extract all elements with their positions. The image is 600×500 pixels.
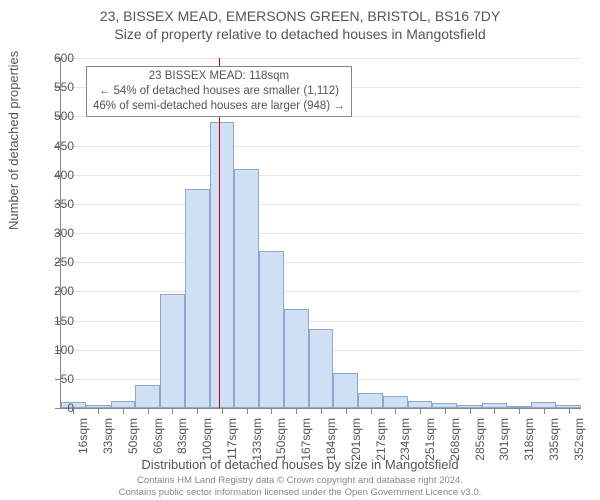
y-tick bbox=[55, 408, 61, 409]
y-axis-label: Number of detached properties bbox=[6, 51, 21, 230]
x-tick-label: 318sqm bbox=[522, 418, 536, 468]
histogram-bar bbox=[259, 251, 284, 409]
x-tick bbox=[470, 408, 471, 414]
y-tick-label: 50 bbox=[61, 372, 74, 386]
x-tick bbox=[445, 408, 446, 414]
x-tick bbox=[395, 408, 396, 414]
x-tick bbox=[569, 408, 570, 414]
x-tick-label: 33sqm bbox=[101, 418, 115, 468]
x-tick bbox=[222, 408, 223, 414]
gridline bbox=[61, 58, 581, 59]
x-tick bbox=[271, 408, 272, 414]
x-tick-label: 234sqm bbox=[398, 418, 412, 468]
histogram-bar bbox=[358, 393, 383, 408]
x-tick-label: 184sqm bbox=[324, 418, 338, 468]
annotation-line2: ← 54% of detached houses are smaller (1,… bbox=[93, 84, 345, 99]
histogram-bar bbox=[111, 401, 136, 408]
title-block: 23, BISSEX MEAD, EMERSONS GREEN, BRISTOL… bbox=[0, 0, 600, 43]
annotation-box: 23 BISSEX MEAD: 118sqm ← 54% of detached… bbox=[86, 66, 352, 117]
footer-line2: Contains public sector information licen… bbox=[0, 487, 600, 498]
x-tick-label: 100sqm bbox=[200, 418, 214, 468]
x-tick-label: 117sqm bbox=[225, 418, 239, 468]
x-tick bbox=[296, 408, 297, 414]
y-tick-label: 550 bbox=[54, 80, 74, 94]
x-tick bbox=[123, 408, 124, 414]
gridline bbox=[61, 291, 581, 292]
annotation-line1: 23 BISSEX MEAD: 118sqm bbox=[93, 69, 345, 84]
x-tick bbox=[247, 408, 248, 414]
chart-container: 23, BISSEX MEAD, EMERSONS GREEN, BRISTOL… bbox=[0, 0, 600, 500]
y-tick-label: 250 bbox=[54, 255, 74, 269]
x-tick-label: 217sqm bbox=[374, 418, 388, 468]
y-tick-label: 0 bbox=[67, 401, 74, 415]
gridline bbox=[61, 233, 581, 234]
y-tick-label: 300 bbox=[54, 226, 74, 240]
x-tick-label: 167sqm bbox=[299, 418, 313, 468]
y-tick-label: 450 bbox=[54, 139, 74, 153]
x-tick bbox=[148, 408, 149, 414]
gridline bbox=[61, 146, 581, 147]
title-subtitle: Size of property relative to detached ho… bbox=[0, 26, 600, 44]
x-tick bbox=[371, 408, 372, 414]
y-tick-label: 100 bbox=[54, 343, 74, 357]
y-tick-label: 350 bbox=[54, 197, 74, 211]
x-tick-label: 301sqm bbox=[497, 418, 511, 468]
histogram-bar bbox=[210, 122, 235, 408]
x-tick-label: 66sqm bbox=[151, 418, 165, 468]
histogram-bar bbox=[383, 396, 408, 408]
histogram-bar bbox=[309, 329, 334, 408]
x-tick-label: 268sqm bbox=[448, 418, 462, 468]
histogram-bar bbox=[284, 309, 309, 408]
gridline bbox=[61, 175, 581, 176]
x-tick bbox=[519, 408, 520, 414]
x-tick-label: 83sqm bbox=[175, 418, 189, 468]
y-tick-label: 200 bbox=[54, 284, 74, 298]
x-tick-label: 16sqm bbox=[76, 418, 90, 468]
x-tick-label: 251sqm bbox=[423, 418, 437, 468]
histogram-bar bbox=[135, 385, 160, 408]
plot-area: 23 BISSEX MEAD: 118sqm ← 54% of detached… bbox=[60, 58, 581, 409]
x-tick bbox=[544, 408, 545, 414]
x-tick-label: 335sqm bbox=[547, 418, 561, 468]
x-tick bbox=[98, 408, 99, 414]
histogram-bar bbox=[234, 169, 259, 408]
x-tick-label: 201sqm bbox=[349, 418, 363, 468]
title-address: 23, BISSEX MEAD, EMERSONS GREEN, BRISTOL… bbox=[0, 8, 600, 26]
x-tick bbox=[321, 408, 322, 414]
histogram-bar bbox=[160, 294, 185, 408]
histogram-bar bbox=[185, 189, 210, 408]
x-tick bbox=[172, 408, 173, 414]
annotation-line3: 46% of semi-detached houses are larger (… bbox=[93, 99, 345, 114]
x-tick-label: 133sqm bbox=[250, 418, 264, 468]
footer-line1: Contains HM Land Registry data © Crown c… bbox=[0, 475, 600, 486]
x-tick bbox=[494, 408, 495, 414]
gridline bbox=[61, 262, 581, 263]
gridline bbox=[61, 204, 581, 205]
x-tick-label: 150sqm bbox=[274, 418, 288, 468]
x-tick bbox=[420, 408, 421, 414]
y-tick-label: 150 bbox=[54, 314, 74, 328]
y-tick-label: 500 bbox=[54, 109, 74, 123]
footer: Contains HM Land Registry data © Crown c… bbox=[0, 475, 600, 498]
x-tick-label: 352sqm bbox=[572, 418, 586, 468]
x-tick bbox=[346, 408, 347, 414]
gridline bbox=[61, 321, 581, 322]
histogram-bar bbox=[408, 401, 433, 408]
histogram-bar bbox=[333, 373, 358, 408]
x-tick bbox=[197, 408, 198, 414]
y-tick-label: 600 bbox=[54, 51, 74, 65]
y-tick-label: 400 bbox=[54, 168, 74, 182]
x-tick-label: 50sqm bbox=[126, 418, 140, 468]
x-tick-label: 285sqm bbox=[473, 418, 487, 468]
